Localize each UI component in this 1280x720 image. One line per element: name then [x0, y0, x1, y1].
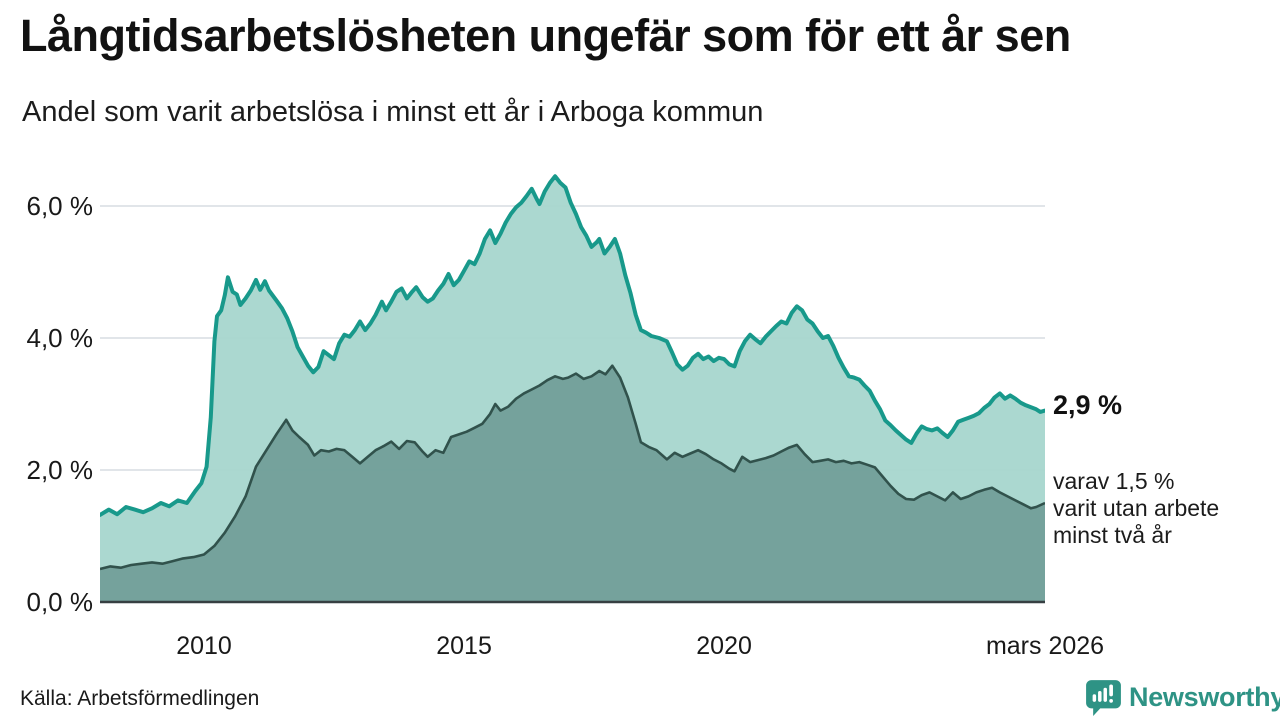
x-tick-label: mars 2026: [985, 632, 1105, 660]
newsworthy-logo-text: Newsworthy: [1129, 682, 1280, 712]
secondary-series-note: varav 1,5 % varit utan arbete minst två …: [1053, 468, 1219, 549]
x-tick-label: 2015: [436, 632, 492, 660]
y-tick-label: 0,0 %: [26, 587, 94, 617]
newsworthy-logo-icon: [1085, 679, 1122, 716]
area-chart: [100, 174, 1045, 604]
note-line-1: varav 1,5 %: [1053, 468, 1175, 494]
series-area-two-years: [100, 365, 1045, 602]
chart-title: Långtidsarbetslösheten ungefär som för e…: [20, 10, 1071, 61]
chart-subtitle: Andel som varit arbetslösa i minst ett å…: [22, 96, 764, 128]
x-tick-label: 2020: [696, 632, 752, 660]
newsworthy-brand: Newsworthy: [1085, 679, 1280, 716]
y-tick-label: 2,0 %: [26, 455, 94, 485]
series-line-two-years: [100, 364, 1045, 571]
note-line-3: minst två år: [1053, 522, 1172, 548]
latest-value-label: 2,9 %: [1053, 390, 1123, 420]
y-tick-label: 6,0 %: [26, 191, 94, 221]
series-line-one-year: [100, 174, 1045, 517]
y-tick-label: 4,0 %: [26, 323, 94, 353]
x-tick-label: 2010: [176, 632, 232, 660]
source-credit: Källa: Arbetsförmedlingen: [20, 687, 260, 710]
note-line-2: varit utan arbete: [1053, 495, 1220, 521]
